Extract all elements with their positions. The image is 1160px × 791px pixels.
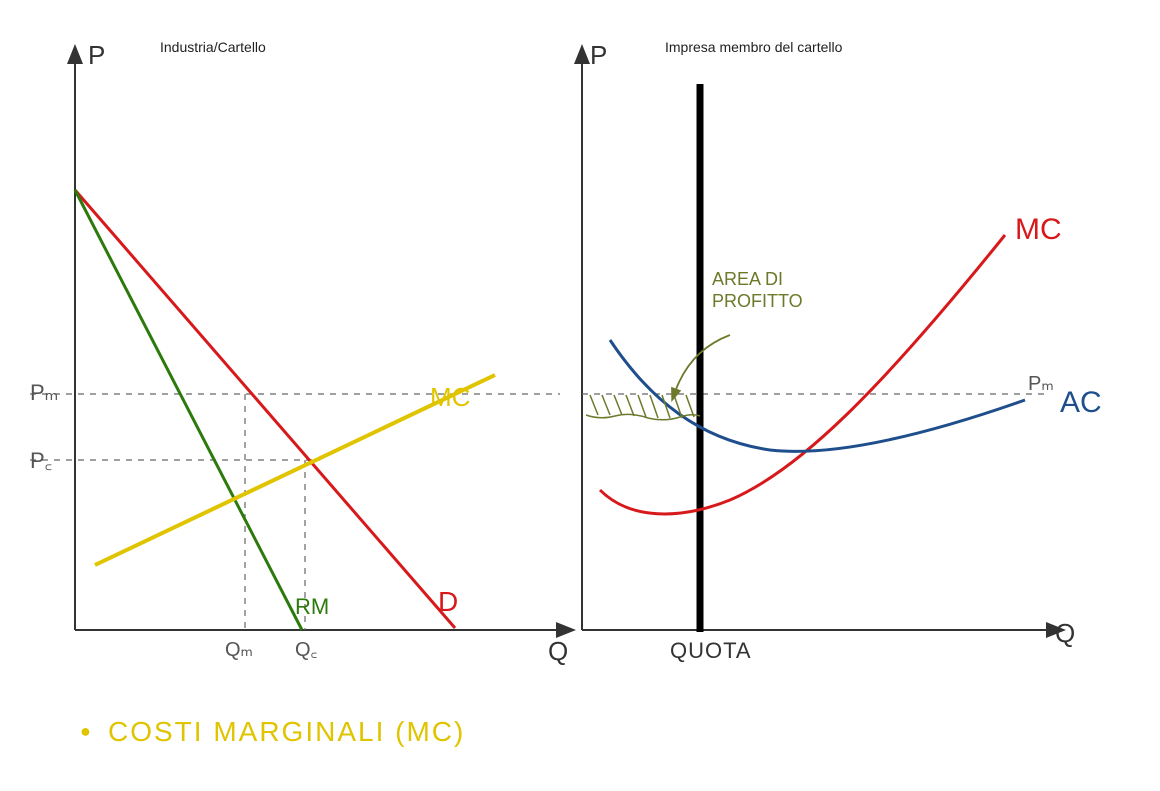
left-rm-line (75, 190, 302, 630)
left-chart-title: Industria/Cartello (160, 40, 266, 54)
right-ac-curve (610, 340, 1025, 451)
left-qm-label: Qₘ (225, 640, 253, 660)
left-x-axis-label: Q (548, 638, 568, 664)
footer-bullet: ● (80, 722, 91, 740)
left-axes (75, 60, 560, 630)
profit-hatch (586, 395, 700, 420)
diagram-stage: Industria/Cartello Impresa membro del ca… (0, 0, 1160, 791)
left-rm-label: RM (295, 596, 329, 618)
quota-label: QUOTA (670, 640, 752, 662)
left-qc-label: Q꜀ (295, 640, 317, 660)
right-mc-label: MC (1015, 215, 1062, 245)
right-chart-title: Impresa membro del cartello (665, 40, 842, 54)
left-demand-line (75, 190, 455, 628)
profit-label-2: PROFITTO (712, 292, 803, 310)
left-y-axis-label: P (88, 42, 105, 68)
left-pc-label: P꜀ (30, 450, 52, 472)
right-ac-label: AC (1060, 388, 1102, 418)
right-y-axis-label: P (590, 42, 607, 68)
right-pm-label: Pₘ (1028, 374, 1054, 394)
left-d-label: D (438, 588, 458, 616)
right-mc-curve (600, 235, 1005, 514)
economics-diagram-svg (0, 0, 1160, 791)
left-pm-label: Pₘ (30, 382, 58, 404)
left-mc-label: MC (430, 384, 470, 410)
footer-note: COSTI MARGINALI (MC) (108, 718, 465, 746)
profit-label-1: AREA DI (712, 270, 783, 288)
right-x-axis-label: Q (1055, 620, 1075, 646)
right-axes (582, 60, 1050, 630)
